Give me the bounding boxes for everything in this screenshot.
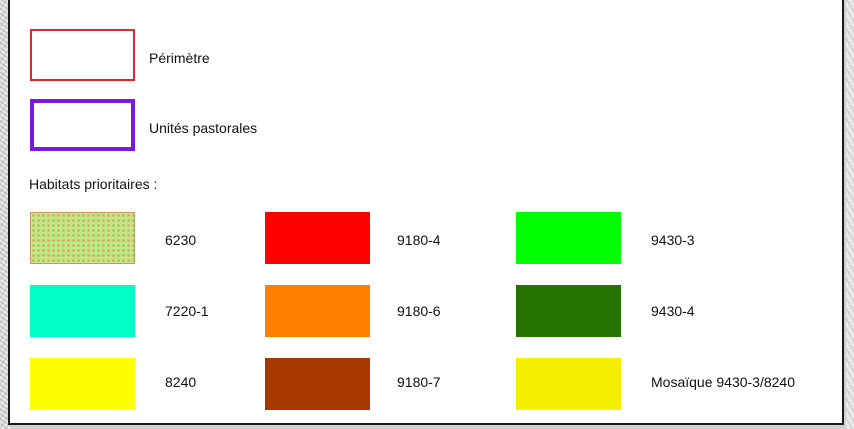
- habitat-9430-4-label: 9430-4: [651, 303, 695, 319]
- habitat-9180-6-swatch: [265, 285, 370, 337]
- perimeter-label: Périmètre: [149, 50, 210, 66]
- habitat-9430-3-label: 9430-3: [651, 232, 695, 248]
- habitat-7220-1-label: 7220-1: [165, 303, 209, 319]
- habitat-7220-1-swatch: [30, 285, 135, 337]
- habitat-8240-label: 8240: [165, 374, 197, 390]
- map-background-right-edge: [846, 0, 854, 429]
- habitat-mosaic-9430-3-8240-label: Mosaïque 9430-3/8240: [651, 374, 795, 390]
- habitat-9180-4-swatch: [265, 212, 370, 264]
- habitat-9180-4-label: 9180-4: [397, 232, 441, 248]
- habitat-9180-7-swatch: [265, 358, 370, 410]
- pastoral-units-swatch: [30, 99, 135, 151]
- habitat-9430-3-swatch: [516, 212, 621, 264]
- priority-habitats-title: Habitats prioritaires :: [29, 176, 158, 192]
- habitat-9180-6-label: 9180-6: [397, 303, 441, 319]
- pastoral-units-label: Unités pastorales: [149, 120, 258, 136]
- map-legend: Périmètre Unités pastorales Habitats pri…: [8, 0, 844, 425]
- habitat-6230-label: 6230: [165, 232, 197, 248]
- perimeter-swatch: [30, 29, 135, 81]
- habitat-9180-7-label: 9180-7: [397, 374, 441, 390]
- habitat-mosaic-9430-3-8240-swatch: [516, 358, 621, 410]
- habitat-8240-swatch: [30, 358, 135, 410]
- habitat-9430-4-swatch: [516, 285, 621, 337]
- habitat-6230-swatch: [30, 212, 135, 264]
